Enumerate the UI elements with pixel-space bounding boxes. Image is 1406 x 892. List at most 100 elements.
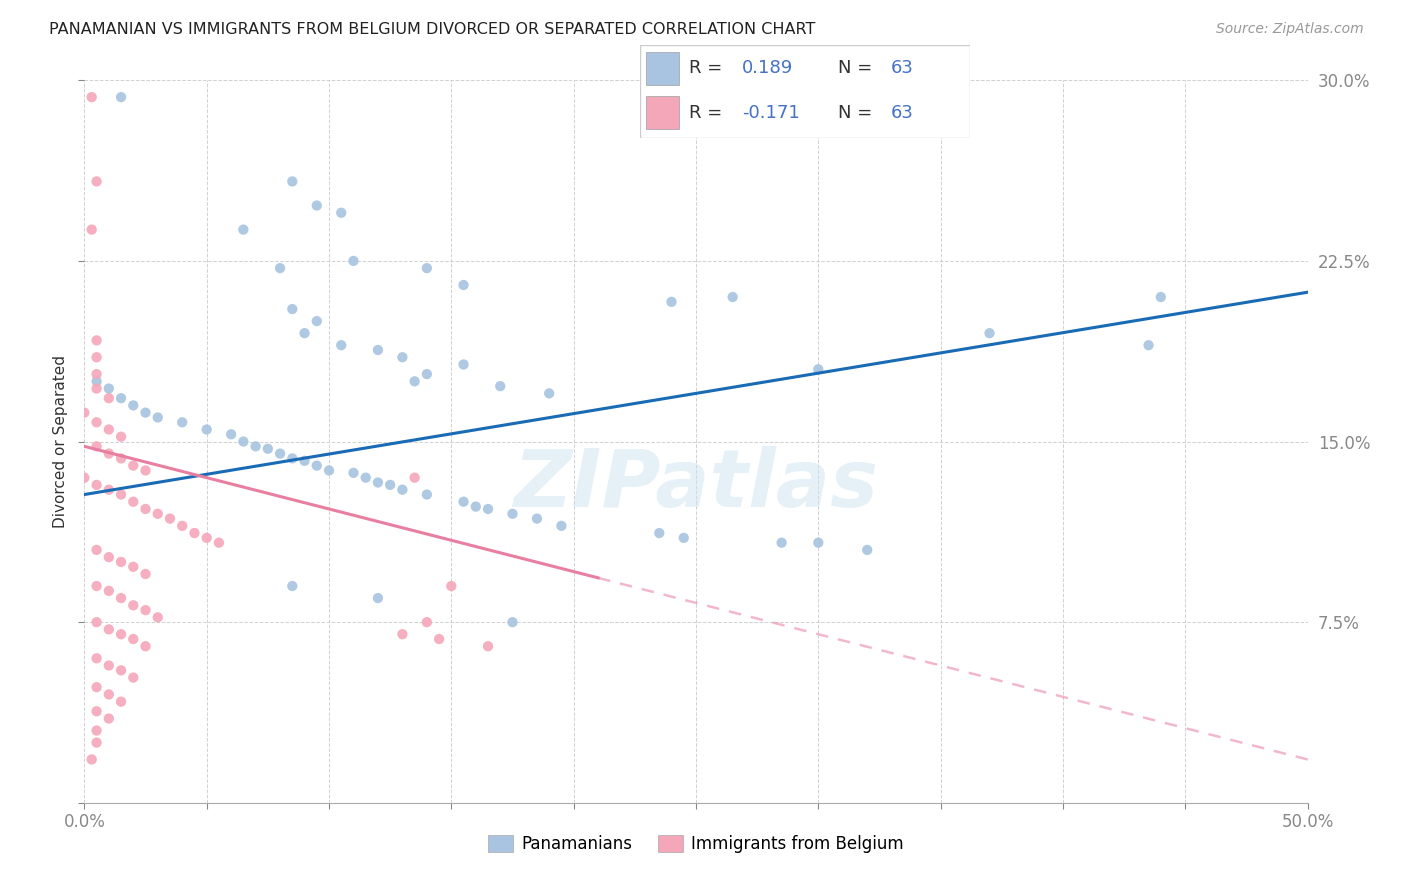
Point (122, 458, 145, 473)
Point (110, 90, 132, 104)
Point (110, 391, 132, 405)
Point (550, 518, 572, 533)
Text: 0.189: 0.189 (742, 60, 793, 78)
Point (269, 261, 291, 276)
Point (502, 507, 524, 521)
Point (86, 651, 108, 665)
Text: 63: 63 (891, 103, 914, 121)
Point (305, 458, 328, 473)
Point (122, 632, 145, 646)
Point (86, 350, 108, 364)
Point (281, 174, 304, 188)
Point (146, 610, 169, 624)
Point (97, 483, 120, 497)
Point (281, 451, 304, 466)
FancyBboxPatch shape (647, 96, 679, 129)
Point (86, 704, 108, 718)
Text: PANAMANIAN VS IMMIGRANTS FROM BELGIUM DIVORCED OR SEPARATED CORRELATION CHART: PANAMANIAN VS IMMIGRANTS FROM BELGIUM DI… (49, 22, 815, 37)
Point (97, 687, 120, 701)
Point (122, 494, 145, 508)
Point (453, 358, 475, 372)
Text: ZIPatlas: ZIPatlas (513, 446, 879, 524)
Point (380, 478, 402, 492)
Point (453, 494, 475, 508)
Text: 63: 63 (891, 60, 914, 78)
Point (110, 664, 132, 678)
Point (135, 463, 157, 477)
Point (86, 439, 108, 453)
Point (110, 555, 132, 569)
Point (294, 454, 316, 468)
Point (122, 559, 145, 574)
Point (1137, 338, 1160, 352)
Point (477, 639, 499, 653)
Point (342, 253, 364, 268)
Point (97, 382, 120, 396)
Point (208, 535, 231, 549)
Point (73, 406, 96, 420)
Point (416, 261, 439, 276)
Point (172, 518, 194, 533)
Point (672, 531, 695, 545)
Point (97, 391, 120, 405)
Point (464, 500, 486, 514)
Point (97, 712, 120, 726)
Point (257, 442, 280, 456)
Point (538, 386, 561, 401)
Point (86, 615, 108, 630)
Point (416, 615, 439, 630)
Point (281, 301, 304, 317)
Point (172, 415, 194, 429)
Point (453, 277, 475, 292)
Point (404, 470, 426, 484)
Point (391, 627, 413, 641)
Text: N =: N = (838, 60, 877, 78)
Point (86, 174, 108, 188)
Point (195, 422, 218, 436)
Point (97, 583, 120, 598)
Point (122, 599, 145, 613)
Point (1150, 290, 1173, 304)
Point (232, 222, 254, 236)
Point (318, 463, 340, 477)
Text: N =: N = (838, 103, 877, 121)
Point (770, 535, 793, 549)
Text: R =: R = (689, 103, 728, 121)
Point (146, 507, 169, 521)
Point (86, 382, 108, 396)
Point (146, 410, 169, 425)
Point (391, 483, 413, 497)
Point (354, 470, 377, 484)
Y-axis label: Divorced or Separated: Divorced or Separated (52, 355, 67, 528)
Point (97, 658, 120, 673)
Point (86, 367, 108, 381)
Point (110, 627, 132, 641)
Point (80, 752, 103, 766)
Point (110, 591, 132, 605)
Point (97, 550, 120, 565)
Point (440, 579, 463, 593)
Point (86, 680, 108, 694)
Point (856, 542, 879, 557)
Point (979, 326, 1001, 340)
Point (427, 632, 450, 646)
Point (477, 502, 499, 516)
Legend: Panamanians, Immigrants from Belgium: Panamanians, Immigrants from Belgium (482, 828, 910, 860)
Point (305, 314, 328, 328)
Point (404, 374, 426, 388)
Point (135, 406, 157, 420)
Point (80, 222, 103, 236)
Point (86, 723, 108, 738)
Point (159, 511, 181, 525)
Point (330, 338, 353, 352)
Point (330, 205, 353, 219)
Point (135, 502, 157, 516)
FancyBboxPatch shape (647, 52, 679, 85)
Point (80, 90, 103, 104)
Point (305, 198, 328, 212)
Point (648, 526, 671, 541)
Point (135, 567, 157, 582)
Point (73, 470, 96, 484)
Point (110, 695, 132, 709)
Point (807, 535, 830, 549)
